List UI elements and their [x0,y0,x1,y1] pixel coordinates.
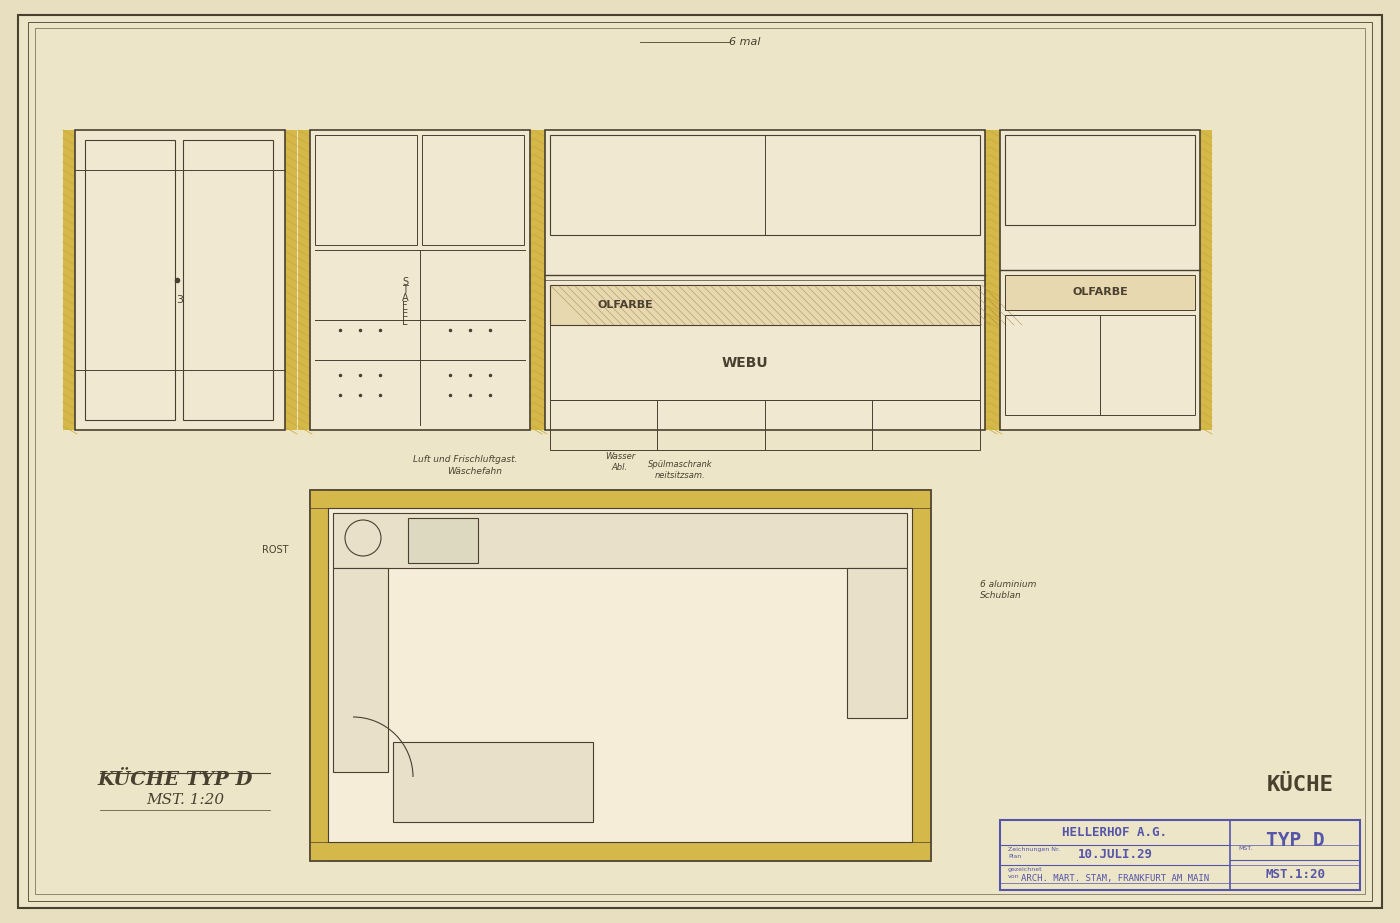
Bar [393,742,594,822]
Bar [533,130,547,430]
Text: WEBU: WEBU [721,356,769,370]
Bar [283,130,297,430]
Text: OLFARBE: OLFARBE [598,300,652,310]
Bar [1005,135,1196,225]
Text: 3: 3 [176,295,183,305]
Text: L: L [402,317,407,327]
Bar [85,140,175,420]
Bar [309,490,930,508]
Text: Spülmaschrank
neitsitzsam.: Spülmaschrank neitsitzsam. [648,461,713,480]
Bar [309,842,930,860]
Text: MST. 1:20: MST. 1:20 [146,793,224,807]
Text: Zeichnungen Nr.: Zeichnungen Nr. [1008,847,1060,853]
Text: Wasser
Abl.: Wasser Abl. [605,452,636,472]
Text: F: F [402,301,407,311]
Bar [847,568,907,718]
Text: ARCH. MART. STAM, FRANKFURT AM MAIN: ARCH. MART. STAM, FRANKFURT AM MAIN [1021,873,1210,882]
Bar [421,135,524,245]
Bar [328,508,911,842]
Bar [407,518,477,563]
Text: KÜCHE TYP D: KÜCHE TYP D [98,771,252,789]
Bar [545,130,986,430]
Bar [528,130,542,430]
Text: MST.1:20: MST.1:20 [1266,869,1324,881]
Text: Wäschefahn: Wäschefahn [448,468,503,476]
Bar [333,513,907,568]
Text: MST.: MST. [1238,845,1253,850]
Bar [63,130,76,138]
Text: 6 mal: 6 mal [729,37,760,47]
Bar [309,490,930,860]
Text: ROST: ROST [262,545,288,555]
Bar [983,130,997,430]
Bar [550,135,980,235]
Bar [63,154,76,162]
Bar [63,138,76,146]
Text: 6 aluminium
Schublan: 6 aluminium Schublan [980,581,1036,600]
Bar [63,146,76,154]
Bar [333,568,388,772]
Bar [298,130,312,430]
Text: 10.JULI.29: 10.JULI.29 [1078,848,1152,861]
Bar [550,285,980,325]
Bar [1000,130,1200,430]
Bar [988,130,1002,430]
Text: TYP D: TYP D [1266,831,1324,849]
Text: von: von [1008,873,1019,879]
Text: OLFARBE: OLFARBE [1072,287,1128,297]
Text: HELLERHOF A.G.: HELLERHOF A.G. [1063,826,1168,840]
Bar [1005,275,1196,310]
Bar [1198,130,1212,430]
Text: S: S [402,277,407,287]
Bar [63,130,77,430]
Bar [550,325,980,400]
Bar [550,400,980,450]
Text: E: E [402,309,407,319]
Bar [315,135,417,245]
Bar [309,490,328,860]
Bar [309,130,531,430]
Bar [1005,315,1196,415]
Text: A: A [402,293,409,303]
Bar [76,130,286,430]
Text: Luft und Frischluftgast.: Luft und Frischluftgast. [413,455,517,464]
Bar [183,140,273,420]
Bar [911,490,930,860]
Text: Plan: Plan [1008,854,1021,858]
Text: gezeichnet: gezeichnet [1008,868,1043,872]
Bar [1000,820,1359,890]
Text: T: T [402,285,407,295]
Text: KÜCHE: KÜCHE [1267,775,1333,795]
